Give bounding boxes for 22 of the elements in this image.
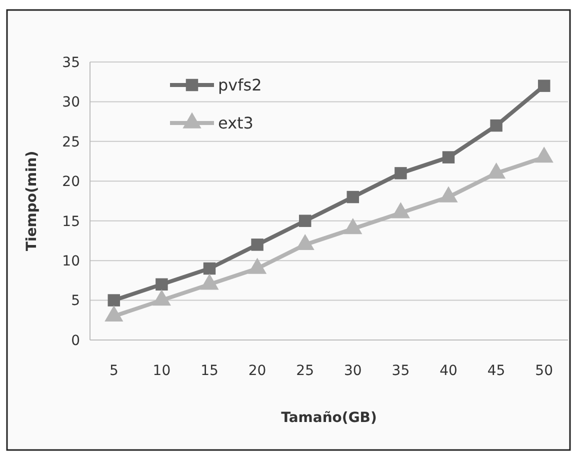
y-tick-label: 10 <box>62 253 80 270</box>
x-tick-label: 45 <box>487 363 506 379</box>
legend-label: pvfs2 <box>218 76 262 95</box>
y-axis-title: Tiempo(min) <box>24 150 40 252</box>
y-tick-label: 20 <box>62 174 80 190</box>
x-tick-label: 30 <box>344 363 362 379</box>
x-tick-label: 50 <box>535 363 554 379</box>
x-axis-title: Tamaño(GB) <box>281 410 377 426</box>
x-tick-label: 35 <box>392 363 410 379</box>
legend-label: ext3 <box>218 114 254 133</box>
y-tick-label: 35 <box>62 54 80 71</box>
x-tick-label: 20 <box>248 363 266 379</box>
x-tick-label: 5 <box>109 363 118 379</box>
y-tick-label: 15 <box>62 214 80 230</box>
y-tick-label: 0 <box>71 332 80 349</box>
x-tick-label: 25 <box>296 363 314 379</box>
y-tick-label: 5 <box>71 293 80 310</box>
x-tick-label: 15 <box>200 363 218 379</box>
y-tick-label: 25 <box>62 134 80 150</box>
x-tick-label: 10 <box>152 363 171 379</box>
y-tick-label: 30 <box>62 94 80 111</box>
x-tick-label: 40 <box>440 363 458 379</box>
